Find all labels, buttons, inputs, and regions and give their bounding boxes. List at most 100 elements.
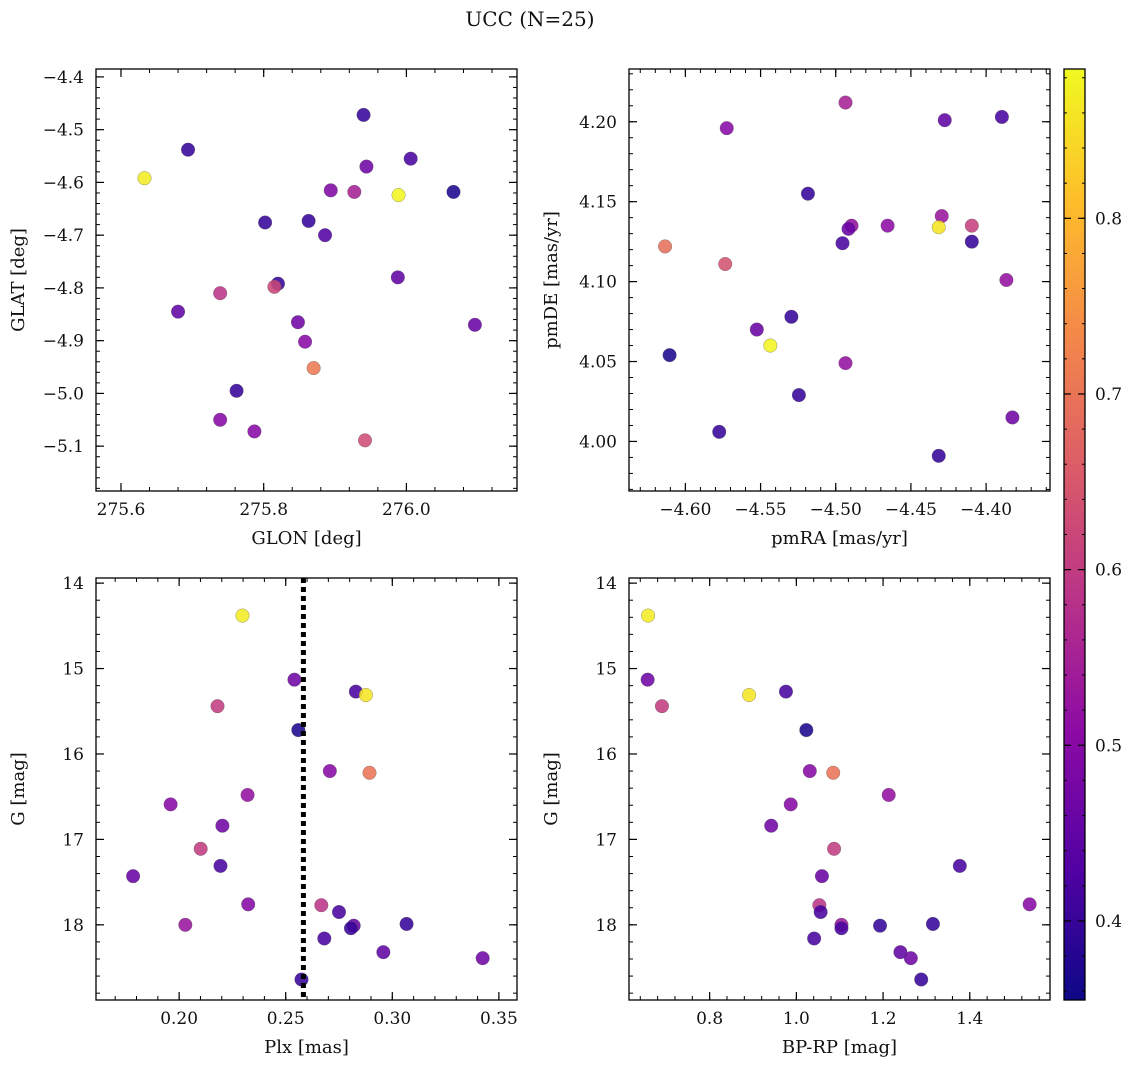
y-tick-label: 15 bbox=[62, 660, 84, 680]
x-tick-label: −4.60 bbox=[659, 500, 711, 520]
scatter-point bbox=[834, 921, 849, 936]
scatter-point bbox=[994, 110, 1009, 124]
y-tick-label: 4.05 bbox=[579, 353, 617, 373]
y-tick-label: 14 bbox=[595, 574, 617, 594]
scatter-point bbox=[298, 334, 313, 349]
y-axis-label: G [mag] bbox=[541, 752, 562, 825]
scatter-point bbox=[322, 764, 337, 779]
scatter-point bbox=[475, 951, 490, 966]
scatter-point bbox=[763, 338, 778, 353]
axes-frame bbox=[628, 68, 1051, 492]
scatter-point bbox=[658, 239, 673, 254]
scatter-point bbox=[880, 218, 895, 233]
scatter-point bbox=[137, 171, 152, 186]
y-axis-label: GLAT [deg] bbox=[8, 228, 29, 332]
y-tick-label: −4.7 bbox=[43, 226, 84, 246]
scatter-point bbox=[301, 213, 316, 228]
y-tick-label: 4.10 bbox=[579, 273, 617, 293]
x-tick-label: 276.0 bbox=[382, 500, 431, 520]
y-tick-label: 14 bbox=[62, 574, 84, 594]
y-tick-label: 4.15 bbox=[579, 193, 617, 213]
axes-frame bbox=[95, 577, 518, 1001]
colorbar-tick-label: 0.6 bbox=[1095, 561, 1122, 581]
scatter-point bbox=[764, 818, 779, 833]
scatter-point bbox=[749, 322, 764, 337]
colorbar-gradient bbox=[1064, 69, 1085, 1000]
scatter-point bbox=[791, 388, 806, 403]
scatter-point bbox=[838, 356, 853, 371]
scatter-point bbox=[964, 234, 979, 249]
panels: 275.6 275.8 276.0 −5.1 −5.0 −4.9 −4.8 −4.7 −4.6 −… bbox=[8, 68, 1051, 1058]
scatter-point bbox=[390, 270, 405, 285]
y-tick-label: −4.9 bbox=[43, 332, 84, 352]
scatter-point bbox=[826, 765, 841, 780]
scatter-point bbox=[467, 317, 482, 332]
figure-title: UCC (N=25) bbox=[465, 7, 594, 31]
axes-frame bbox=[95, 68, 518, 492]
scatter-point bbox=[317, 931, 332, 946]
scatter-point bbox=[240, 788, 255, 802]
scatter-point bbox=[213, 858, 228, 873]
y-tick-label: −4.8 bbox=[43, 279, 84, 299]
colorbar-frame bbox=[1063, 68, 1086, 1001]
scatter-point bbox=[241, 897, 256, 912]
scatter-point bbox=[999, 273, 1014, 287]
scatter-point bbox=[267, 279, 282, 294]
scatter-point bbox=[290, 315, 305, 330]
scatter-point bbox=[640, 672, 655, 687]
x-axis-label: BP-RP [mag] bbox=[782, 1037, 897, 1058]
x-tick-label: −4.45 bbox=[885, 500, 937, 520]
scatter-point bbox=[318, 228, 333, 243]
panel-bprp-g: 0.8 1.0 1.2 1.4 14 15 16 17 18 BP-RP [mag] G [mag] bbox=[541, 574, 1051, 1058]
scatter-point bbox=[306, 361, 321, 376]
scatter-point bbox=[841, 221, 856, 236]
scatter-point bbox=[287, 672, 302, 687]
y-tick-label: −4.6 bbox=[43, 173, 84, 193]
scatter-point bbox=[258, 215, 273, 230]
scatter-point bbox=[931, 448, 946, 463]
scatter-point bbox=[800, 186, 815, 201]
scatter-point bbox=[126, 869, 141, 884]
scatter-point bbox=[343, 921, 358, 936]
x-tick-label: 0.25 bbox=[267, 1009, 305, 1029]
scatter-point bbox=[376, 945, 391, 960]
scatter-point bbox=[914, 972, 929, 987]
scatter-point bbox=[362, 765, 377, 780]
scatter-point bbox=[247, 424, 262, 439]
colorbar-tick-label: 0.4 bbox=[1095, 912, 1122, 932]
scatter-point bbox=[399, 917, 414, 931]
scatter-point bbox=[964, 218, 979, 233]
scatter-point bbox=[1005, 410, 1020, 425]
x-axis-label: Plx [mas] bbox=[264, 1037, 349, 1058]
x-axis-label: GLON [deg] bbox=[251, 528, 361, 549]
scatter-point bbox=[719, 121, 734, 136]
y-tick-label: 4.20 bbox=[579, 113, 617, 133]
y-tick-label: −5.0 bbox=[43, 384, 84, 404]
y-axis-label: G [mag] bbox=[8, 752, 29, 825]
y-tick-label: 17 bbox=[62, 830, 84, 850]
scatter-point bbox=[814, 869, 829, 884]
x-tick-label: 275.8 bbox=[239, 500, 288, 520]
scatter-point bbox=[213, 412, 228, 427]
y-tick-label: 15 bbox=[595, 660, 617, 680]
scatter-point bbox=[712, 424, 727, 439]
colorbar-tick-label: 0.8 bbox=[1095, 209, 1122, 229]
scatter-point bbox=[893, 945, 908, 960]
colorbar: 0.4 0.5 0.6 0.7 0.8 bbox=[1063, 68, 1122, 1001]
scatter-point bbox=[1022, 897, 1037, 912]
x-tick-label: 0.30 bbox=[373, 1009, 411, 1029]
x-tick-label: −4.55 bbox=[735, 500, 787, 520]
scatter-point bbox=[446, 184, 461, 199]
scatter-point bbox=[235, 608, 250, 623]
y-tick-label: −4.4 bbox=[43, 68, 84, 88]
x-tick-label: 275.6 bbox=[97, 500, 146, 520]
x-axis-label: pmRA [mas/yr] bbox=[771, 528, 908, 549]
scatter-point bbox=[215, 818, 230, 833]
scatter-point bbox=[359, 159, 374, 174]
scatter-point bbox=[807, 931, 822, 946]
y-axis-label: pmDE [mas/yr] bbox=[541, 211, 562, 349]
y-tick-label: −4.5 bbox=[43, 121, 84, 141]
scatter-point bbox=[742, 688, 757, 702]
panel-plx-g: 0.20 0.25 0.30 0.35 14 15 16 17 18 Plx [mas] G [ma… bbox=[8, 574, 518, 1058]
scatter-point bbox=[835, 236, 850, 251]
